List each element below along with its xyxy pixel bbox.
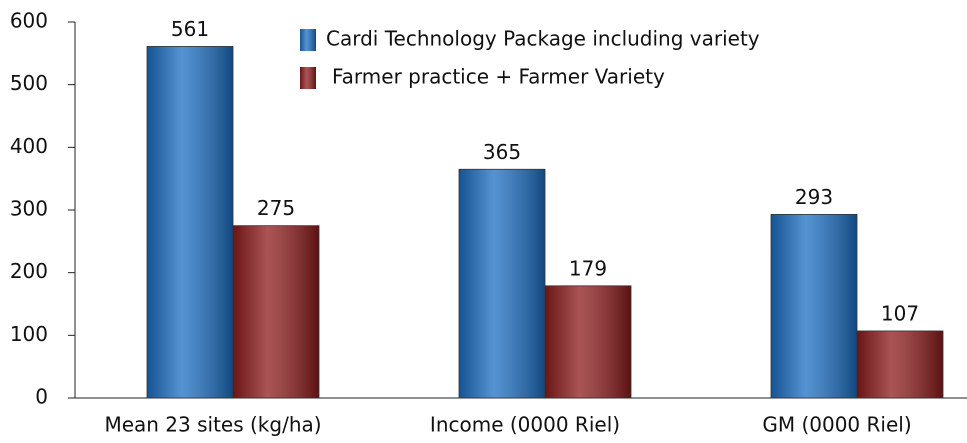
data-label: 293: [795, 185, 833, 209]
y-tick-label: 300: [10, 197, 48, 221]
x-tick-label: Mean 23 sites (kg/ha): [104, 413, 321, 437]
y-tick-label: 600: [10, 9, 48, 33]
bar: [147, 46, 233, 398]
x-tick-label: Income (0000 Riel): [430, 413, 620, 437]
data-label: 365: [483, 140, 521, 164]
data-label: 561: [171, 17, 209, 41]
y-tick-label: 400: [10, 134, 48, 158]
bar: [459, 169, 545, 398]
y-tick-label: 0: [35, 385, 48, 409]
data-label: 179: [569, 256, 607, 280]
data-label: 275: [257, 196, 295, 220]
bar: [233, 225, 319, 398]
bar: [545, 285, 631, 398]
bar-outline: [544, 285, 632, 399]
bar: [771, 214, 857, 398]
bar-outline: [770, 213, 858, 399]
y-tick-label: 500: [10, 71, 48, 95]
legend-label: Cardi Technology Package including varie…: [326, 27, 760, 51]
x-tick-label: GM (0000 Riel): [762, 413, 911, 437]
legend-swatch-shade: [300, 67, 316, 89]
bar: [857, 330, 943, 398]
y-tick-label: 100: [10, 322, 48, 346]
legend-swatch-shade: [300, 29, 316, 51]
bar-outline: [232, 225, 320, 399]
y-tick-label: 200: [10, 259, 48, 283]
data-label: 107: [881, 301, 919, 325]
bar-outline: [856, 330, 944, 399]
bar-outline: [146, 46, 234, 399]
bar-outline: [458, 168, 546, 399]
legend-label: Farmer practice + Farmer Variety: [332, 65, 665, 89]
